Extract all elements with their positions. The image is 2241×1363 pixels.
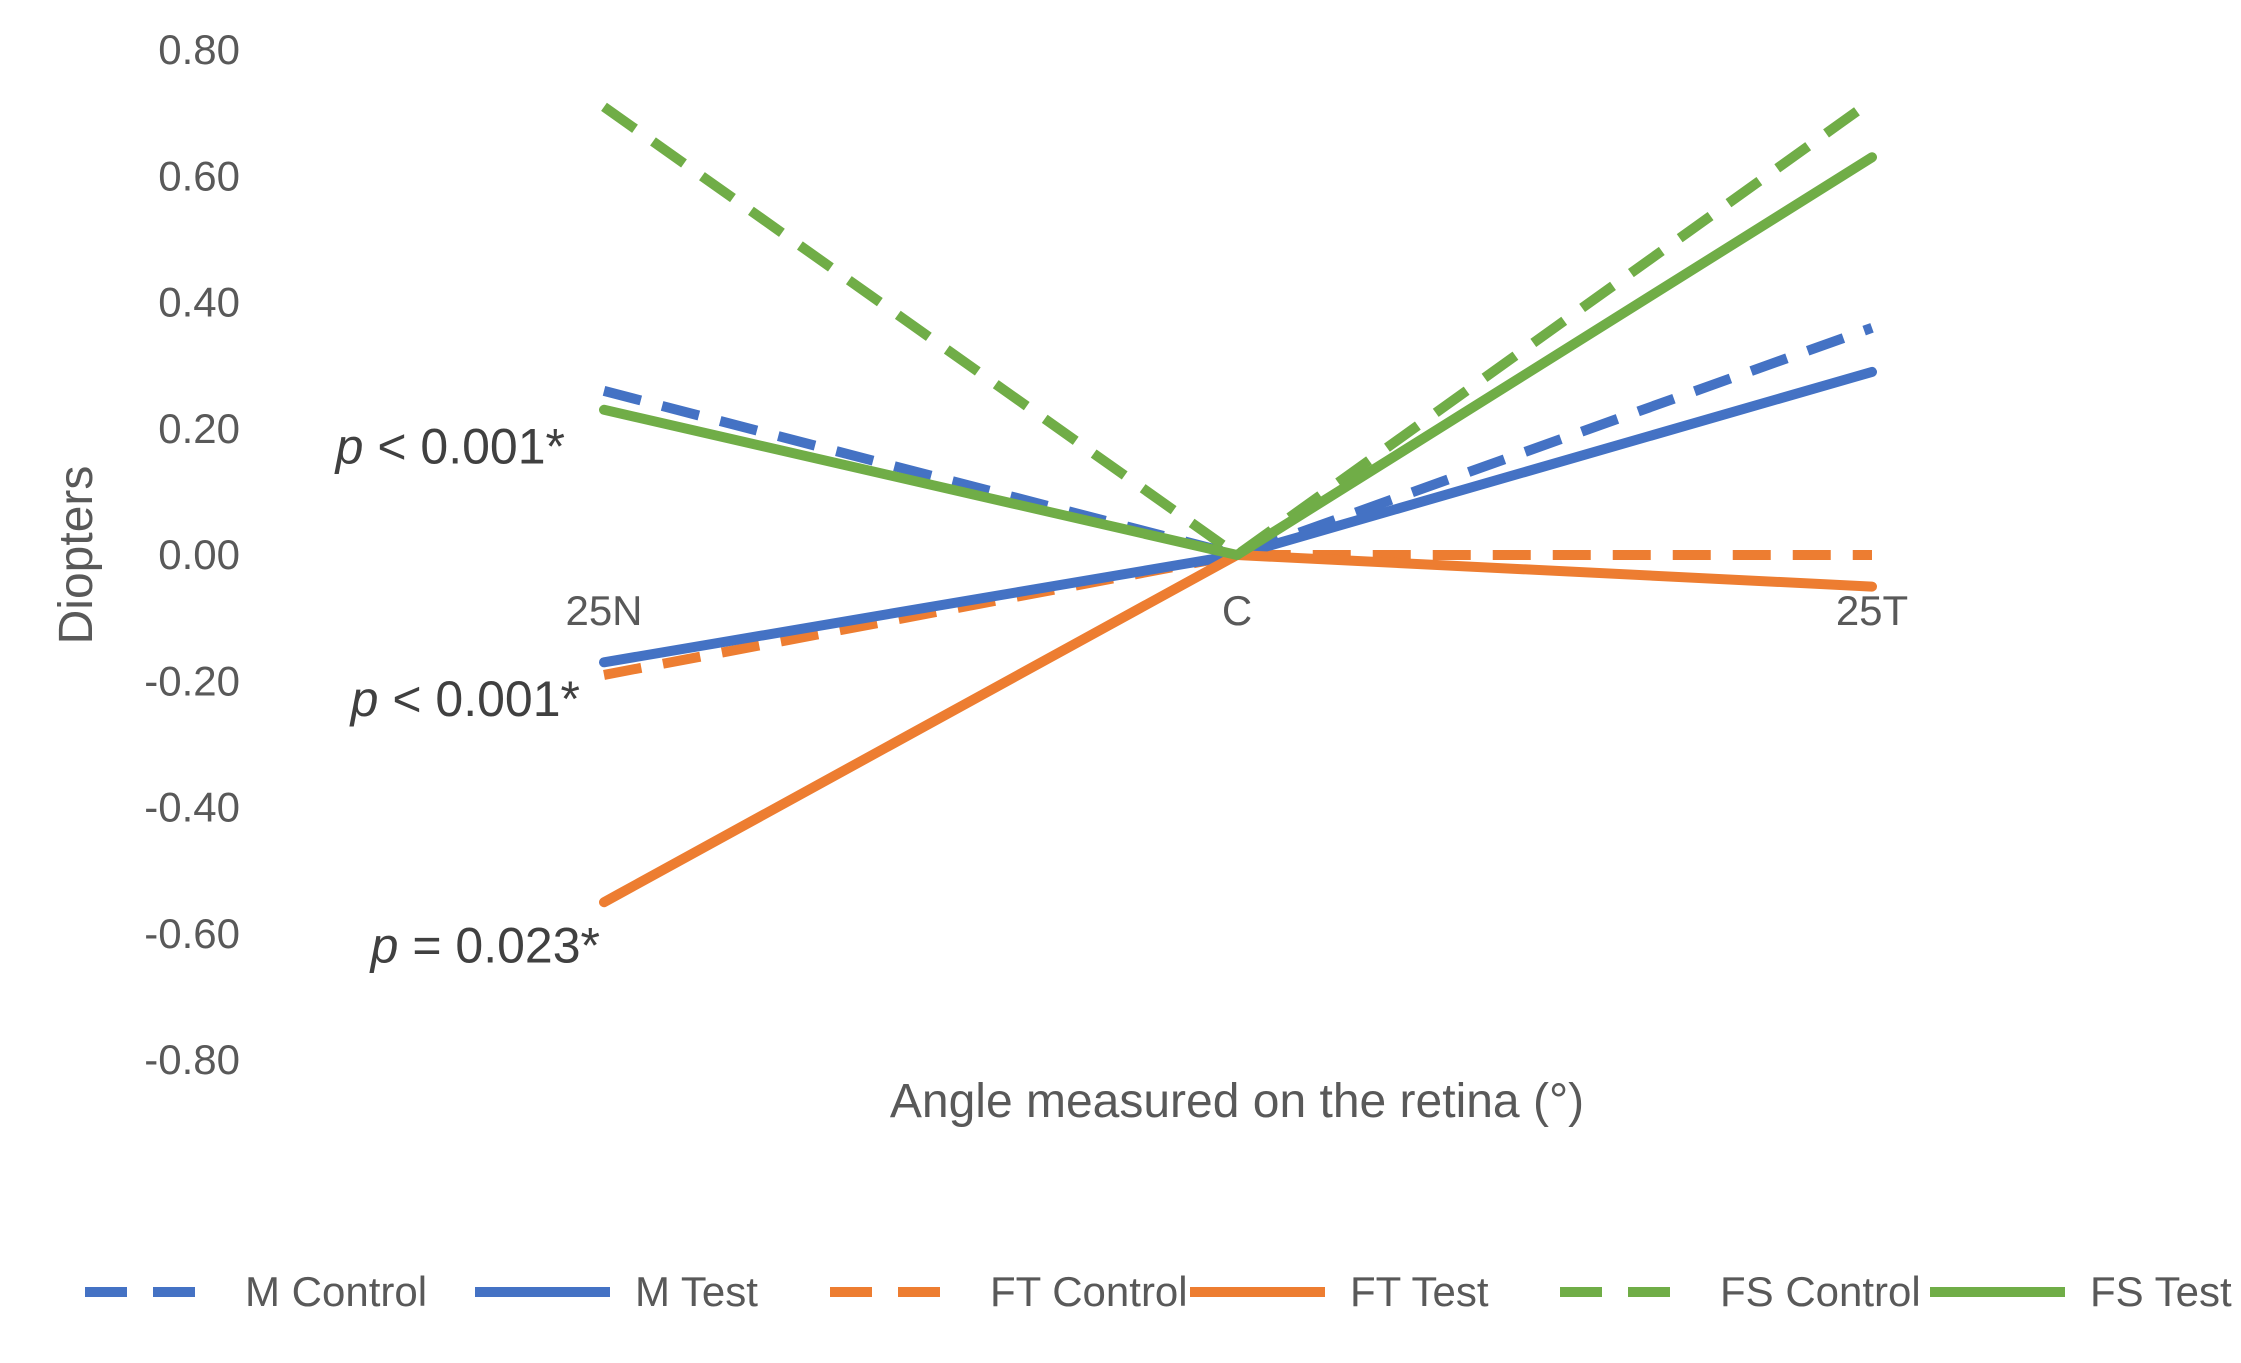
- x-axis-category-labels: 25N C 25T: [565, 587, 1908, 634]
- legend-item-fs-test: FS Test: [1930, 1268, 2232, 1315]
- legend-label: M Test: [635, 1268, 758, 1315]
- significance-annotations: p < 0.001*p < 0.001*p = 0.023*: [334, 419, 600, 974]
- p-value-annotation: p = 0.023*: [369, 917, 600, 973]
- y-tick-label: -0.80: [144, 1036, 240, 1083]
- legend-item-m-test: M Test: [475, 1268, 758, 1315]
- series-line-m-control: [602, 323, 1874, 560]
- x-category-label: C: [1222, 587, 1252, 634]
- series-line-fs-control: [601, 96, 1875, 560]
- p-value-annotation: p < 0.001*: [334, 419, 565, 475]
- series-lines: [599, 96, 1877, 908]
- legend-item-ft-control: FT Control: [830, 1268, 1188, 1315]
- legend-label: FT Control: [990, 1268, 1188, 1315]
- x-axis-title: Angle measured on the retina (°): [890, 1075, 1584, 1128]
- y-tick-label: 0.60: [158, 152, 240, 199]
- legend-item-ft-test: FT Test: [1190, 1268, 1489, 1315]
- y-tick-label: -0.60: [144, 910, 240, 957]
- x-category-label: 25T: [1836, 587, 1908, 634]
- legend-label: FS Test: [2090, 1268, 2232, 1315]
- p-value-annotation: p < 0.001*: [349, 671, 580, 727]
- y-tick-label: 0.80: [158, 26, 240, 73]
- legend-label: FT Test: [1350, 1268, 1489, 1315]
- y-tick-label: 0.20: [158, 405, 240, 452]
- p-symbol: p: [369, 917, 399, 973]
- legend: M Control M Test FT Control FT Test FS Contr…: [85, 1268, 2232, 1315]
- p-value-text: < 0.001*: [363, 419, 565, 475]
- legend-label: M Control: [245, 1268, 427, 1315]
- legend-label: FS Control: [1720, 1268, 1921, 1315]
- x-category-label: 25N: [565, 587, 642, 634]
- y-tick-label: 0.40: [158, 279, 240, 326]
- p-value-text: = 0.023*: [398, 917, 600, 973]
- p-value-text: < 0.001*: [378, 671, 580, 727]
- legend-item-fs-control: FS Control: [1560, 1268, 1921, 1315]
- y-tick-label: -0.20: [144, 657, 240, 704]
- y-axis-ticks: 0.80 0.60 0.40 0.20 0.00 -0.20 -0.40 -0.60 -0.80: [144, 26, 240, 1083]
- legend-item-m-control: M Control: [85, 1268, 427, 1315]
- series-line-fs-test: [599, 152, 1877, 560]
- y-tick-label: -0.40: [144, 784, 240, 831]
- p-symbol: p: [349, 671, 379, 727]
- series-line-ft-control: [603, 550, 1872, 680]
- y-axis-title: Diopters: [50, 466, 103, 645]
- p-symbol: p: [334, 419, 364, 475]
- y-tick-label: 0.00: [158, 531, 240, 578]
